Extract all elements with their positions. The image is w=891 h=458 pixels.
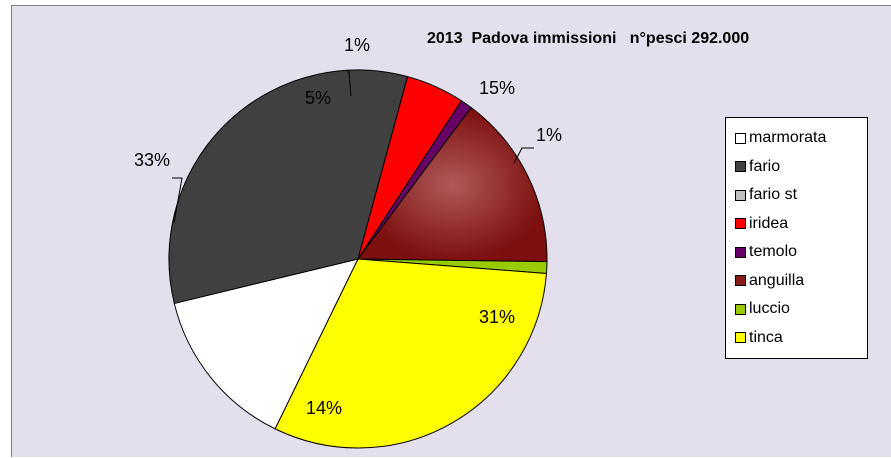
slice-label-iridea: 5% bbox=[305, 88, 331, 108]
slice-label-temolo: 1% bbox=[344, 35, 370, 55]
slice-label-tinca: 31% bbox=[479, 307, 515, 327]
pie-slice-anguilla bbox=[357, 106, 548, 263]
legend-swatch bbox=[735, 303, 746, 315]
legend-item-temolo: temolo bbox=[726, 238, 867, 267]
legend-item-fario-st: fario st bbox=[726, 181, 867, 210]
legend-swatch bbox=[735, 246, 746, 258]
legend-item-iridea: iridea bbox=[726, 210, 867, 239]
legend-item-fario: fario bbox=[726, 153, 867, 182]
chart-title: 2013 Padova immissioni n°pesci 292.000 bbox=[427, 30, 750, 47]
legend-label: luccio bbox=[749, 300, 790, 318]
leader-line-luccio bbox=[513, 147, 534, 164]
legend-item-anguilla: anguilla bbox=[726, 267, 867, 296]
leader-line-fario bbox=[172, 177, 183, 224]
pie-slice-fario bbox=[168, 69, 409, 305]
pie-slice-marmorata bbox=[173, 258, 359, 430]
leader-line-temolo bbox=[347, 71, 352, 97]
legend-label: iridea bbox=[749, 214, 789, 232]
pie-slice-tinca bbox=[274, 258, 547, 449]
slice-label-marmorata: 14% bbox=[306, 398, 342, 418]
legend-swatch bbox=[735, 275, 746, 287]
legend-label: anguilla bbox=[749, 271, 805, 289]
legend-item-tinca: tinca bbox=[726, 324, 867, 353]
legend-swatch bbox=[735, 161, 746, 173]
legend-label: temolo bbox=[749, 243, 798, 261]
chart-area: 2013 Padova immissioni n°pesci 292.000 1… bbox=[11, 5, 891, 457]
legend: marmorata fario fario st iridea temolo anguil… bbox=[725, 117, 868, 359]
legend-label: fario bbox=[749, 157, 781, 175]
legend-item-marmorata: marmorata bbox=[726, 124, 867, 153]
legend-label: fario st bbox=[749, 186, 798, 204]
legend-item-luccio: luccio bbox=[726, 295, 867, 324]
legend-label: tinca bbox=[749, 328, 783, 346]
legend-label: marmorata bbox=[749, 129, 827, 147]
legend-swatch bbox=[735, 332, 746, 344]
slice-label-anguilla: 15% bbox=[479, 78, 515, 98]
legend-swatch bbox=[735, 189, 746, 201]
legend-swatch bbox=[735, 218, 746, 230]
slice-label-luccio: 1% bbox=[536, 125, 562, 145]
pie-chart: 14% 33% 5% 1% 15% 1% 31% bbox=[134, 35, 562, 449]
slice-label-fario: 33% bbox=[134, 150, 170, 170]
legend-swatch bbox=[735, 132, 746, 144]
